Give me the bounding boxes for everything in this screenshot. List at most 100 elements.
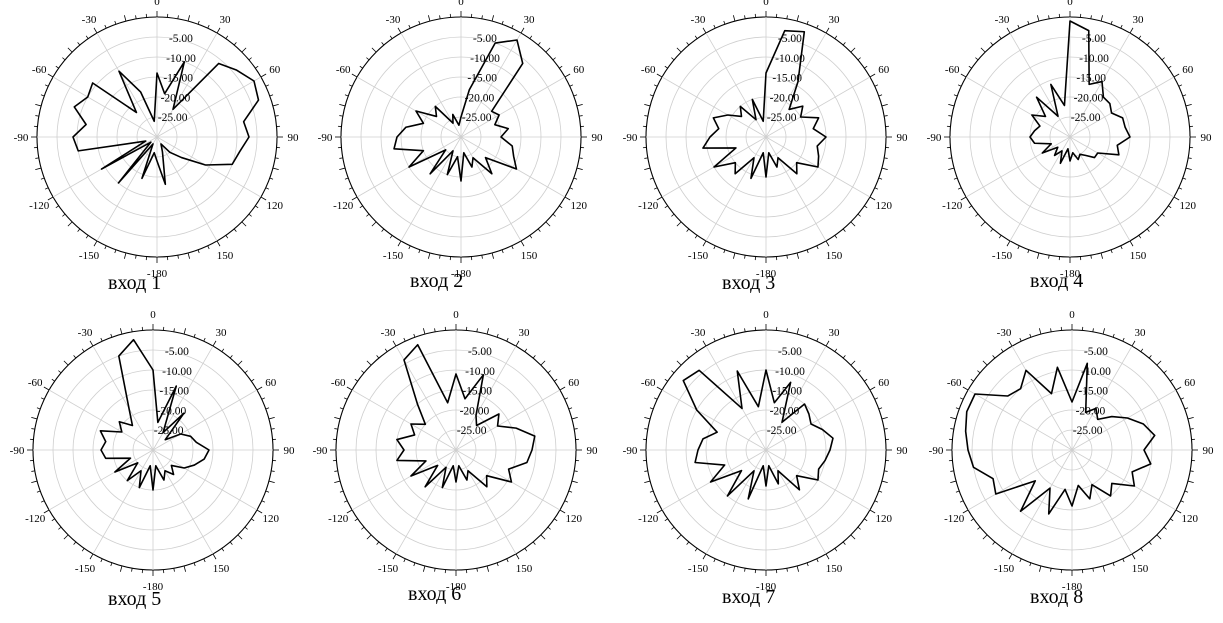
angle-tick [834,235,838,239]
angle-tick [1120,24,1123,29]
angle-tick [744,255,746,259]
angle-tick [423,565,426,572]
radial-tick-label: -25.00 [457,425,487,437]
angle-tick [559,386,566,391]
angle-tick [975,213,979,217]
angle-tick [1019,558,1022,563]
angle-label: 90 [592,132,604,144]
angle-tick [36,407,41,410]
angle-tick [664,378,668,382]
grid-spoke [1011,345,1073,451]
angle-tick [428,252,431,259]
angle-tick [225,235,229,239]
angle-label: 30 [829,14,841,26]
angle-label: -60 [945,64,960,76]
angle-tick [1129,240,1134,247]
angle-label: -150 [383,250,404,262]
angle-tick [878,177,883,180]
radial-tick-label: -15.00 [1078,386,1108,398]
angle-tick [392,340,397,347]
angle-tick [269,177,274,180]
angle-tick [950,417,957,420]
angle-tick [869,509,876,514]
angle-tick [1017,24,1020,29]
polar-chart-2: 0 30 60 90 120 150 -180 -150 -120 -90 -60 -30 -5.00 -… [311,0,611,280]
angle-tick [334,480,341,483]
angle-tick [850,47,856,53]
angle-tick [547,370,551,374]
angle-tick [187,15,190,22]
pattern-curve [99,338,210,491]
radial-tick-label: -15.00 [163,73,193,85]
angle-tick [644,470,648,472]
angle-tick [1129,27,1134,34]
polar-plot-svg: 0 30 60 90 120 150 -180 -150 -120 -90 -60 -30 -5.00 -… [623,309,908,593]
grid-spoke [705,345,767,451]
radial-tick-label: -5.00 [1084,346,1108,358]
angle-label: -120 [638,200,659,212]
angle-tick [532,541,536,545]
angle-tick [481,255,483,259]
angle-tick [62,57,66,61]
angle-tick [571,480,578,483]
angle-tick [564,397,569,400]
angle-tick [408,24,411,29]
angle-label: 90 [1203,445,1215,457]
angle-tick [1122,558,1125,563]
polar-chart-8: 0 30 60 90 120 150 -180 -150 -120 -90 -60 -30 -5.00 -… [922,309,1222,593]
angle-tick [1112,562,1115,567]
chart-caption: вход 1 [108,272,162,294]
angle-tick [874,500,879,503]
angle-label: -60 [32,64,47,76]
angle-tick [1110,20,1113,25]
polar-plot-svg: 0 30 60 90 120 150 -180 -150 -120 -90 -60 -30 -5.00 -… [927,0,1212,280]
angle-tick [884,115,888,117]
angle-tick [881,480,888,483]
chart-caption: вход 8 [1030,586,1084,608]
polar-chart-4: 0 30 60 90 120 150 -180 -150 -120 -90 -60 -30 -5.00 -… [920,0,1220,280]
pattern-curve [1029,20,1131,165]
angle-label: 120 [1180,200,1197,212]
angle-tick [540,534,546,540]
angle-tick [81,348,85,352]
angle-tick [173,328,175,332]
grid-spoke [765,389,871,451]
angle-label: 150 [516,563,533,575]
grid-spoke [1009,32,1071,138]
angle-tick [354,518,358,522]
angle-tick [260,196,267,201]
grid-spoke [395,449,457,555]
angle-tick [351,73,358,78]
angle-tick [207,24,210,29]
angle-tick [197,249,200,254]
angle-tick [982,534,988,540]
angle-tick [221,548,225,552]
angle-tick [275,115,279,117]
angle-label: -30 [691,327,706,339]
angle-tick [644,104,651,107]
angle-label: 60 [1182,64,1194,76]
grid-spoke [705,449,767,555]
angle-tick [346,386,353,391]
angle-tick [1008,553,1013,560]
angle-label: 120 [571,200,588,212]
angle-tick [354,378,358,382]
angle-label: -150 [992,250,1013,262]
angle-tick [408,245,411,250]
angle-tick [1050,328,1052,332]
polar-plot-svg: 0 30 60 90 120 150 -180 -150 -120 -90 -60 -30 -5.00 -… [318,0,604,280]
angle-tick [256,386,263,391]
grid-spoke [455,449,561,511]
angle-tick [1170,378,1174,382]
angle-tick [343,500,348,503]
angle-tick [85,235,89,239]
angle-tick [702,240,707,247]
angle-tick [491,15,494,22]
angle-tick [816,337,819,342]
angle-tick [1092,328,1094,332]
angle-tick [366,57,370,61]
grid-spoke [351,389,457,451]
pattern-curve [396,343,536,489]
angle-tick [255,65,259,69]
angle-label: 60 [568,377,580,389]
